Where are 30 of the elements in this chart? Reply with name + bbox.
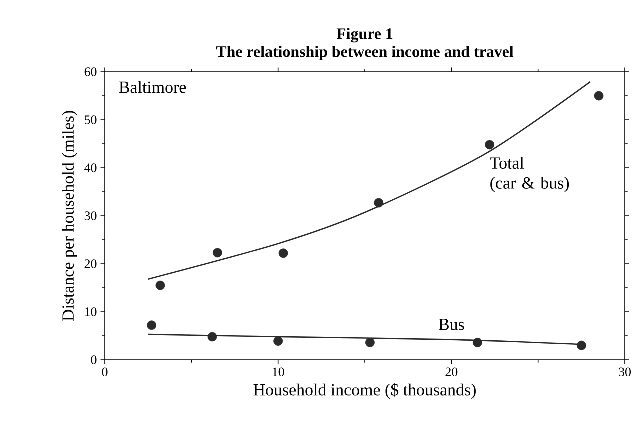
y-tick-label: 60 xyxy=(84,68,97,76)
point xyxy=(366,338,375,348)
x-tick-label: 20 xyxy=(446,368,458,376)
y-tick-label: 50 xyxy=(85,116,97,124)
point xyxy=(274,336,284,346)
point xyxy=(212,248,222,258)
y-tick-label: 0 xyxy=(91,356,97,364)
annotation: Baltimore xyxy=(119,81,186,94)
x-axis-title: Household income ($ thousands) xyxy=(254,383,476,400)
y-axis-title: Distance per household (miles) xyxy=(62,111,78,322)
chart-subtitle: The relationship between income and travel xyxy=(216,46,514,60)
point xyxy=(208,332,218,342)
x-tick-label: 0 xyxy=(102,368,108,376)
point xyxy=(374,198,384,208)
series-label: Total (car & bus) xyxy=(490,157,570,192)
y-tick-label: 20 xyxy=(84,260,97,268)
point xyxy=(485,140,495,150)
point xyxy=(594,91,604,101)
point xyxy=(576,340,586,350)
series-label: Bus xyxy=(438,319,464,330)
point xyxy=(278,248,288,258)
point xyxy=(472,338,482,348)
y-tick-label: 40 xyxy=(84,164,97,172)
y-tick-label: 10 xyxy=(85,308,97,316)
x-tick-label: 30 xyxy=(619,368,631,376)
x-tick-label: 10 xyxy=(273,368,284,376)
y-tick-label: 30 xyxy=(84,212,97,220)
point xyxy=(156,280,166,290)
chart-title: Figure 1 xyxy=(336,28,393,43)
point xyxy=(147,320,157,330)
